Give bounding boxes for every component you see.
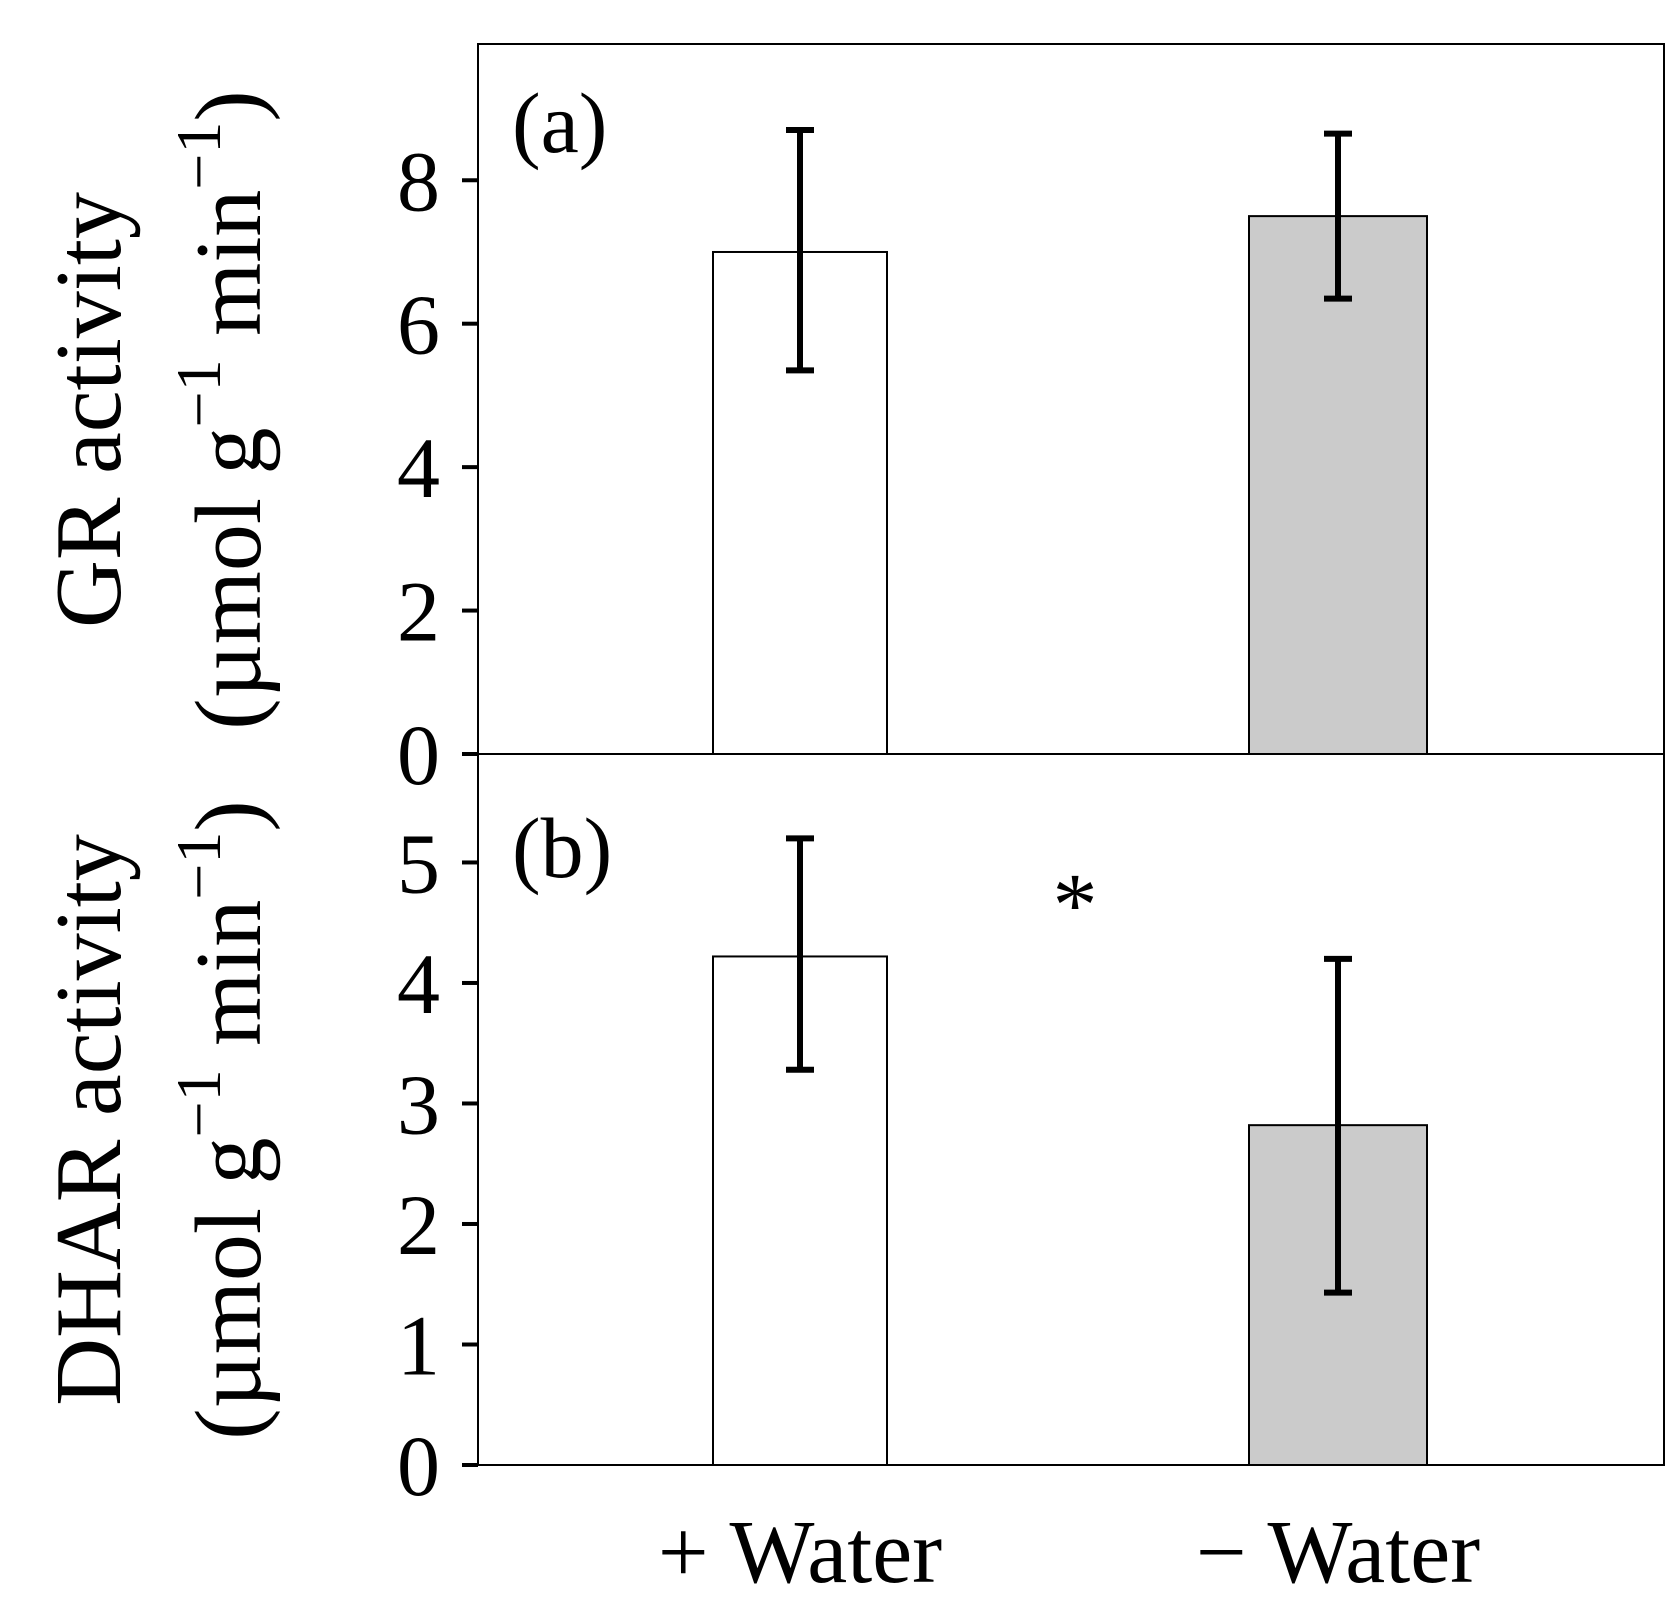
y-tick-label: 0 bbox=[397, 707, 440, 803]
y-axis-units: (µmol g−1 min−1) bbox=[163, 90, 281, 729]
y-axis-units-mid: min bbox=[177, 900, 281, 1070]
y-tick-label: 6 bbox=[397, 277, 440, 373]
y-axis-units-close: ) bbox=[177, 800, 281, 831]
y-axis-units-exponent: −1 bbox=[163, 122, 234, 190]
y-tick-label: 2 bbox=[397, 564, 440, 660]
y-axis-units-exponent: −1 bbox=[163, 359, 234, 427]
x-axis: + Water − Water bbox=[658, 1503, 1480, 1602]
y-tick-label: 5 bbox=[397, 815, 440, 911]
panel-label: (a) bbox=[512, 75, 607, 171]
y-axis-units-open: (µmol g bbox=[177, 428, 281, 730]
y-axis-units-close: ) bbox=[177, 90, 281, 121]
panel-label: (b) bbox=[512, 800, 612, 896]
y-tick-label: 4 bbox=[397, 936, 440, 1032]
y-axis-title: GR activity bbox=[37, 192, 141, 628]
x-category-label: + Water bbox=[658, 1503, 942, 1602]
bar bbox=[1248, 215, 1428, 755]
x-category-label: − Water bbox=[1196, 1503, 1480, 1602]
plot-frame bbox=[477, 43, 1665, 755]
y-axis-units: (µmol g−1 min−1) bbox=[163, 800, 281, 1439]
y-tick-label: 1 bbox=[397, 1297, 440, 1393]
y-axis-title: DHAR activity bbox=[37, 834, 141, 1406]
y-axis-units-exponent: −1 bbox=[163, 832, 234, 900]
y-axis-units-exponent: −1 bbox=[163, 1069, 234, 1137]
y-axis-units-mid: min bbox=[177, 190, 281, 360]
y-tick-label: 8 bbox=[397, 133, 440, 229]
y-tick-label: 0 bbox=[397, 1418, 440, 1514]
plot-frame bbox=[477, 753, 1665, 1466]
significance-marker: * bbox=[1053, 856, 1098, 955]
y-tick-label: 2 bbox=[397, 1177, 440, 1273]
y-tick-label: 4 bbox=[397, 420, 440, 516]
y-axis-units-open: (µmol g bbox=[177, 1138, 281, 1440]
y-tick-label: 3 bbox=[397, 1056, 440, 1152]
